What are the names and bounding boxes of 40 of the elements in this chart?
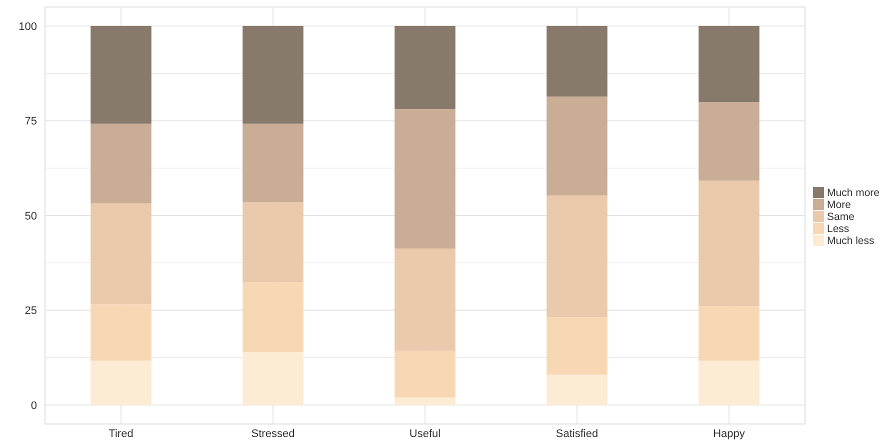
- bar: [394, 350, 456, 398]
- x-tick-label: Useful: [409, 428, 441, 440]
- bar: [394, 26, 456, 109]
- bar: [546, 26, 608, 96]
- bar: [546, 195, 608, 318]
- bar: [698, 180, 760, 306]
- bar: [394, 108, 456, 248]
- bar: [90, 304, 152, 361]
- bar: [90, 203, 152, 304]
- bar: [242, 26, 304, 124]
- x-tick-label: Tired: [108, 428, 134, 440]
- bar: [90, 26, 152, 124]
- bar: [698, 102, 760, 181]
- bar: [546, 374, 608, 406]
- legend-label: Same: [827, 211, 855, 224]
- bar: [698, 26, 760, 102]
- x-tick-label: Satisfied: [556, 428, 598, 440]
- bar: [394, 248, 456, 351]
- legend-label: Much less: [827, 235, 874, 248]
- legend-label: More: [827, 199, 852, 212]
- x-tick-label: Happy: [713, 428, 746, 440]
- bar: [242, 282, 304, 352]
- bar: [698, 360, 760, 406]
- bar: [242, 352, 304, 406]
- y-tick-label: 0: [30, 400, 37, 412]
- bar: [698, 306, 760, 361]
- bar: [242, 124, 304, 202]
- legend-label: Less: [827, 223, 850, 236]
- bar: [90, 360, 152, 406]
- bar: [546, 317, 608, 375]
- y-tick-label: 50: [24, 210, 37, 222]
- x-tick-label: Stressed: [251, 428, 295, 440]
- bar: [394, 397, 456, 406]
- legend-label: Much more: [827, 187, 880, 200]
- y-tick-label: 75: [24, 116, 37, 128]
- bar: [546, 96, 608, 196]
- bar: [242, 202, 304, 282]
- bar: [90, 124, 152, 204]
- y-tick-label: 25: [24, 305, 37, 318]
- y-tick-label: 100: [18, 20, 37, 33]
